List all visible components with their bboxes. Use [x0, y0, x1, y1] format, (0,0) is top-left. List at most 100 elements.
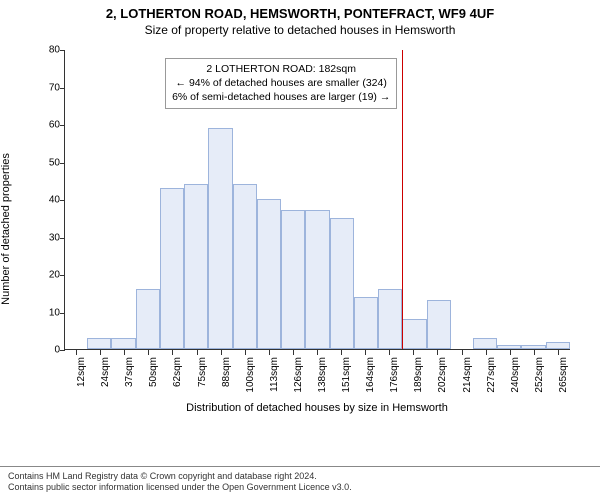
x-tick-mark	[221, 350, 222, 355]
bar	[402, 319, 426, 349]
annotation-box: 2 LOTHERTON ROAD: 182sqm← 94% of detache…	[165, 58, 397, 109]
x-tick: 75sqm	[184, 351, 208, 409]
bar	[87, 338, 111, 349]
x-tick-label: 50sqm	[148, 357, 159, 387]
x-tick-mark	[317, 350, 318, 355]
x-tick-label: 227sqm	[486, 357, 497, 393]
x-tick-label: 164sqm	[365, 357, 376, 393]
x-tick-label: 214sqm	[462, 357, 473, 393]
x-tick: 227sqm	[474, 351, 498, 409]
bar	[257, 199, 281, 349]
x-tick: 164sqm	[353, 351, 377, 409]
y-tick-label: 40	[49, 195, 65, 206]
bar	[497, 345, 521, 349]
x-tick: 88sqm	[209, 351, 233, 409]
x-tick-mark	[245, 350, 246, 355]
y-tick-label: 50	[49, 157, 65, 168]
x-tick-mark	[365, 350, 366, 355]
x-tick-label: 189sqm	[413, 357, 424, 393]
x-tick-mark	[148, 350, 149, 355]
x-tick-label: 88sqm	[221, 357, 232, 387]
x-tick-mark	[389, 350, 390, 355]
x-tick: 126sqm	[281, 351, 305, 409]
footer-line-1: Contains HM Land Registry data © Crown c…	[8, 471, 592, 483]
y-tick-label: 60	[49, 120, 65, 131]
x-tick-mark	[100, 350, 101, 355]
x-tick-mark	[197, 350, 198, 355]
bar	[521, 345, 545, 349]
marker-line	[402, 50, 403, 349]
x-tick-label: 202sqm	[437, 357, 448, 393]
x-ticks-group: 12sqm 24sqm37sqm 50sqm 62sqm 75sqm 88sqm 100sq…	[64, 351, 570, 409]
x-tick: 265sqm	[546, 351, 570, 409]
x-tick-mark	[437, 350, 438, 355]
x-tick-label: 252sqm	[534, 357, 545, 393]
x-tick: 138sqm	[305, 351, 329, 409]
bar	[378, 289, 402, 349]
bar	[281, 210, 305, 349]
bar	[473, 338, 497, 349]
x-tick-label: 100sqm	[245, 357, 256, 393]
y-tick-label: 30	[49, 232, 65, 243]
x-tick: 24sqm	[88, 351, 112, 409]
x-tick-mark	[413, 350, 414, 355]
x-tick-label: 62sqm	[172, 357, 183, 387]
x-tick-label: 176sqm	[389, 357, 400, 393]
bar	[354, 297, 378, 350]
plot-area: 2 LOTHERTON ROAD: 182sqm← 94% of detache…	[64, 50, 570, 350]
footer-line-2: Contains public sector information licen…	[8, 482, 592, 494]
x-tick-mark	[269, 350, 270, 355]
x-tick-mark	[172, 350, 173, 355]
x-tick-mark	[462, 350, 463, 355]
y-tick-label: 10	[49, 307, 65, 318]
x-tick-mark	[558, 350, 559, 355]
x-tick-mark	[486, 350, 487, 355]
footer: Contains HM Land Registry data © Crown c…	[0, 466, 600, 500]
x-tick-label: 75sqm	[197, 357, 208, 387]
x-tick: 100sqm	[233, 351, 257, 409]
x-tick-mark	[76, 350, 77, 355]
x-tick: 62sqm	[160, 351, 184, 409]
x-tick: 113sqm	[257, 351, 281, 409]
y-tick-label: 70	[49, 82, 65, 93]
bar	[233, 184, 257, 349]
x-tick-label: 126sqm	[293, 357, 304, 393]
x-tick: 189sqm	[401, 351, 425, 409]
chart-title: 2, LOTHERTON ROAD, HEMSWORTH, PONTEFRACT…	[0, 0, 600, 21]
x-tick-label: 151sqm	[341, 357, 352, 393]
x-tick: 37sqm	[112, 351, 136, 409]
bar	[184, 184, 208, 349]
x-tick: 176sqm	[377, 351, 401, 409]
x-tick-label: 24sqm	[100, 357, 111, 387]
x-tick: 214sqm	[450, 351, 474, 409]
bar	[427, 300, 451, 349]
y-tick-label: 20	[49, 270, 65, 281]
x-tick-mark	[534, 350, 535, 355]
y-tick-label: 80	[49, 45, 65, 56]
x-tick-mark	[124, 350, 125, 355]
x-tick-label: 265sqm	[558, 357, 569, 393]
bar	[136, 289, 160, 349]
chart-container: 2, LOTHERTON ROAD, HEMSWORTH, PONTEFRACT…	[0, 0, 600, 500]
x-tick: 151sqm	[329, 351, 353, 409]
chart-area: Number of detached properties 2 LOTHERTO…	[20, 44, 580, 414]
bar	[111, 338, 135, 349]
x-tick: 50sqm	[136, 351, 160, 409]
bar	[546, 342, 570, 350]
x-tick: 202sqm	[425, 351, 449, 409]
y-axis-label: Number of detached properties	[0, 153, 12, 305]
bar	[208, 128, 232, 349]
x-axis-label: Distribution of detached houses by size …	[64, 402, 570, 414]
x-tick-label: 12sqm	[76, 357, 87, 387]
chart-subtitle: Size of property relative to detached ho…	[0, 21, 600, 41]
annotation-line: 6% of semi-detached houses are larger (1…	[172, 90, 390, 104]
x-tick-label: 113sqm	[269, 357, 280, 392]
x-tick-mark	[293, 350, 294, 355]
x-tick-mark	[341, 350, 342, 355]
bar	[160, 188, 184, 349]
annotation-line: ← 94% of detached houses are smaller (32…	[172, 76, 390, 90]
x-tick: 252sqm	[522, 351, 546, 409]
x-tick-label: 240sqm	[510, 357, 521, 393]
x-tick-mark	[510, 350, 511, 355]
x-tick: 240sqm	[498, 351, 522, 409]
